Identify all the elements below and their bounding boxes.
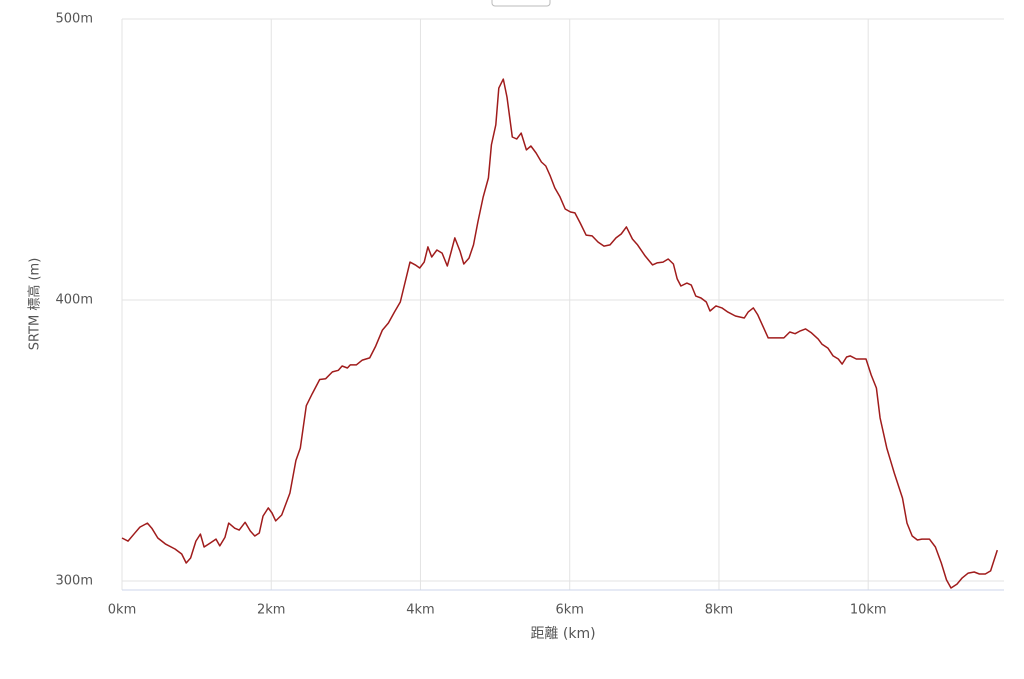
y-axis-title: SRTM 標高 (m) [27, 258, 43, 351]
x-tick-label: 2km [257, 603, 285, 618]
x-tick-label: 6km [555, 603, 583, 618]
x-tick-label: 8km [705, 603, 733, 618]
legend-box [491, 0, 551, 7]
elevation-line [121, 78, 999, 589]
x-tick-label: 4km [406, 603, 434, 618]
x-tick-label: 10km [850, 603, 887, 618]
x-tick-label: 0km [108, 603, 136, 618]
x-axis-title: 距離 (km) [530, 625, 595, 642]
y-tick-label: 400m [56, 293, 93, 308]
y-tick-label: 500m [56, 12, 93, 27]
y-tick-label: 300m [56, 574, 93, 589]
